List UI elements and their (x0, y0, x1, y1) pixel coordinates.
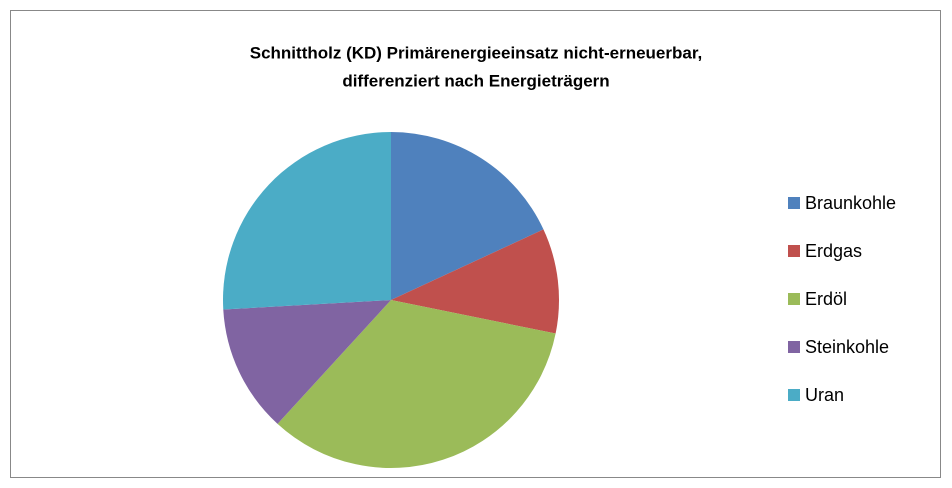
chart-title: differenziert nach Energieträgern (342, 71, 609, 90)
legend-label: Braunkohle (805, 193, 896, 213)
pie-slice (277, 300, 556, 469)
pie-slice (391, 229, 559, 334)
pie-slice (223, 132, 391, 310)
legend-label: Steinkohle (805, 337, 889, 357)
legend-swatch (788, 293, 800, 305)
chart-title: Schnittholz (KD) Primärenergieeinsatz ni… (250, 43, 702, 62)
legend-swatch (788, 245, 800, 257)
legend-swatch (788, 197, 800, 209)
legend-swatch (788, 389, 800, 401)
legend-label: Uran (805, 385, 844, 405)
legend-label: Erdgas (805, 241, 862, 261)
pie-slice (391, 132, 544, 300)
pie-slice (223, 300, 391, 424)
legend-label: Erdöl (805, 289, 847, 309)
legend-swatch (788, 341, 800, 353)
